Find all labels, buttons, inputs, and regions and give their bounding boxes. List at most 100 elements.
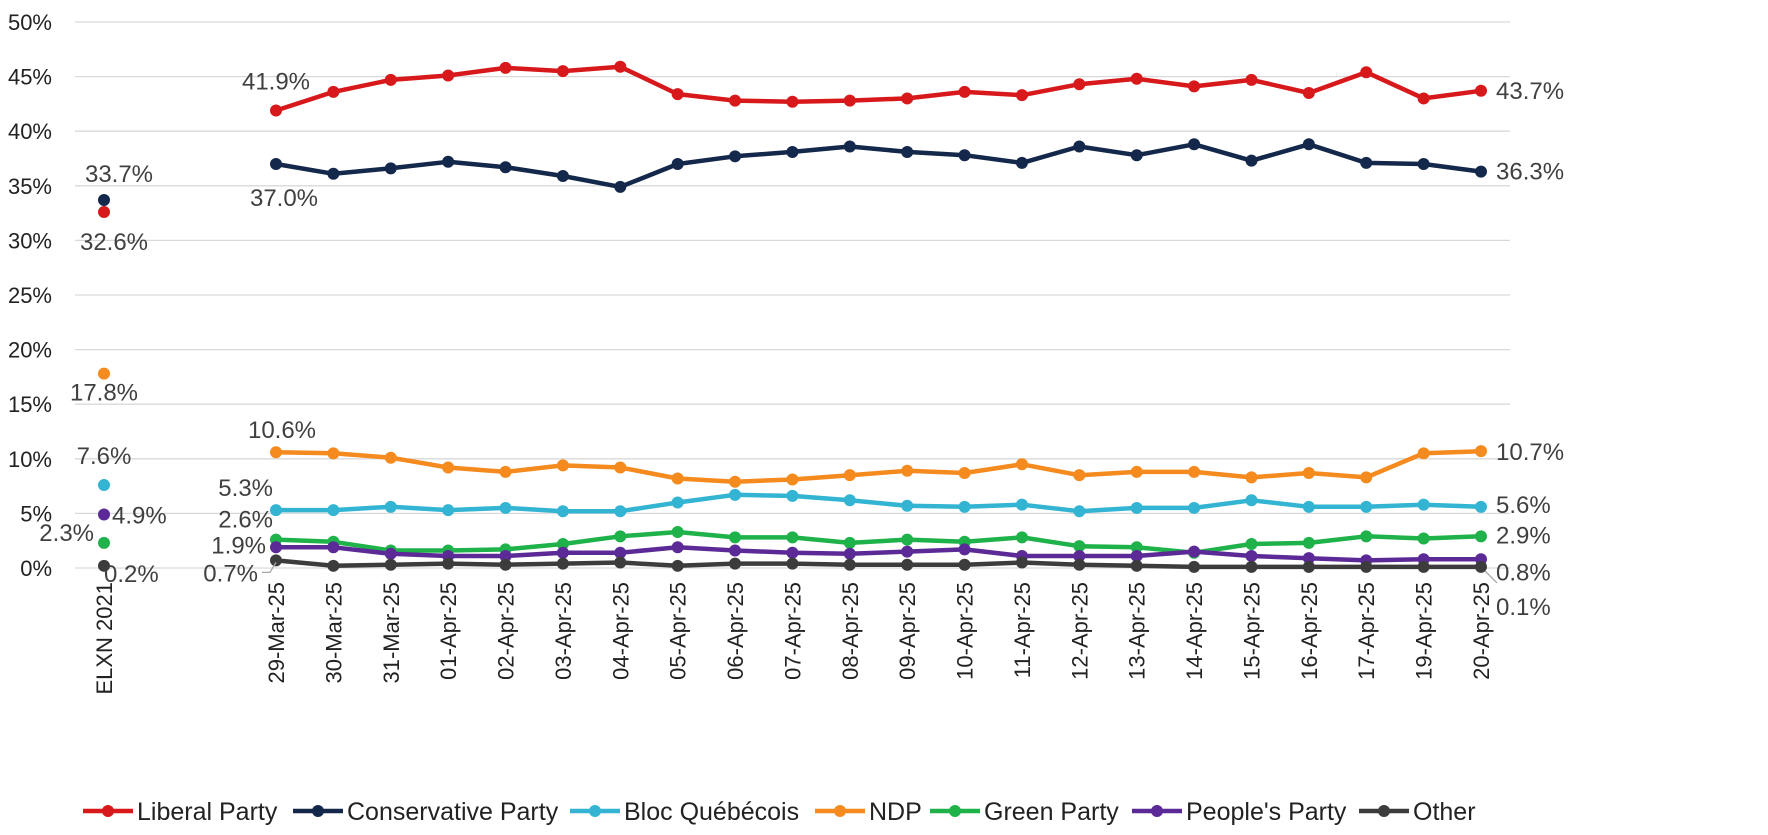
data-point bbox=[1475, 560, 1487, 573]
x-tick-label: 05-Apr-25 bbox=[666, 582, 691, 680]
y-tick-label: 35% bbox=[8, 174, 52, 199]
data-point bbox=[442, 557, 455, 570]
baseline-point bbox=[98, 367, 110, 380]
last-value-label: 36.3% bbox=[1496, 159, 1564, 186]
data-point bbox=[843, 494, 856, 507]
data-point bbox=[786, 473, 799, 486]
data-point bbox=[671, 157, 684, 170]
x-tick-label: 04-Apr-25 bbox=[608, 582, 633, 680]
legend-item: Other bbox=[1359, 798, 1476, 826]
data-point bbox=[270, 446, 282, 459]
data-point bbox=[556, 169, 569, 182]
first-value-label: 37.0% bbox=[250, 185, 318, 212]
y-tick-label: 15% bbox=[8, 392, 52, 417]
y-tick-label: 30% bbox=[8, 228, 52, 253]
legend-swatch-marker bbox=[589, 805, 601, 817]
data-point bbox=[270, 504, 282, 517]
data-point bbox=[556, 505, 569, 518]
x-tick-label: 17-Apr-25 bbox=[1354, 582, 1379, 680]
data-point bbox=[1475, 84, 1487, 97]
data-point bbox=[958, 558, 971, 571]
legend-label: NDP bbox=[869, 798, 922, 826]
baseline-label: 32.6% bbox=[80, 229, 148, 256]
data-point bbox=[901, 533, 914, 546]
data-point bbox=[1188, 138, 1201, 151]
data-point bbox=[1245, 154, 1258, 167]
data-point bbox=[1302, 138, 1315, 151]
data-point bbox=[1475, 530, 1487, 543]
data-point bbox=[1073, 549, 1086, 562]
data-point bbox=[1015, 556, 1028, 569]
data-point bbox=[1417, 92, 1430, 105]
legend-label: Conservative Party bbox=[347, 798, 559, 826]
data-point bbox=[843, 140, 856, 153]
data-point bbox=[958, 149, 971, 162]
data-point bbox=[327, 559, 340, 572]
legend: Liberal Party Conservative Party Bloc Québ… bbox=[83, 798, 1476, 826]
y-tick-label: 40% bbox=[8, 119, 52, 144]
series-line bbox=[273, 558, 1484, 570]
data-point bbox=[384, 451, 397, 464]
x-tick-label: 20-Apr-25 bbox=[1469, 582, 1494, 680]
data-point bbox=[614, 546, 627, 559]
data-point bbox=[384, 162, 397, 175]
data-point bbox=[1302, 552, 1315, 565]
x-tick-label: 16-Apr-25 bbox=[1297, 582, 1322, 680]
legend-item: Conservative Party bbox=[293, 798, 559, 826]
data-point bbox=[1360, 66, 1373, 79]
data-point bbox=[556, 546, 569, 559]
data-point bbox=[843, 558, 856, 571]
data-point bbox=[442, 461, 455, 474]
data-point bbox=[1417, 447, 1430, 460]
series-line bbox=[273, 448, 1484, 484]
data-point bbox=[958, 466, 971, 479]
last-value-label: 2.9% bbox=[1496, 522, 1551, 549]
x-tick-label: 10-Apr-25 bbox=[953, 582, 978, 680]
data-point bbox=[270, 104, 282, 117]
y-tick-label: 0% bbox=[20, 556, 52, 581]
legend-swatch-marker bbox=[1378, 805, 1390, 817]
baseline-point bbox=[98, 536, 110, 549]
data-point bbox=[1245, 549, 1258, 562]
data-point bbox=[729, 557, 742, 570]
data-point bbox=[958, 85, 971, 98]
data-point bbox=[1302, 536, 1315, 549]
data-point bbox=[901, 545, 914, 558]
data-point bbox=[901, 464, 914, 477]
data-point bbox=[958, 500, 971, 513]
data-point bbox=[327, 167, 340, 180]
data-point bbox=[1073, 469, 1086, 482]
legend-item: Liberal Party bbox=[83, 798, 278, 826]
data-point bbox=[729, 475, 742, 488]
data-point bbox=[384, 73, 397, 86]
data-point bbox=[1188, 80, 1201, 93]
data-point bbox=[901, 92, 914, 105]
data-point bbox=[729, 531, 742, 544]
data-point bbox=[556, 459, 569, 472]
x-tick-label: 15-Apr-25 bbox=[1239, 582, 1264, 680]
data-point bbox=[671, 541, 684, 554]
data-point bbox=[1130, 465, 1143, 478]
data-point bbox=[671, 559, 684, 572]
data-point bbox=[270, 541, 282, 554]
data-labels: 32.6% 33.7% 7.6% 17.8% 2.3% 4.9% 0.2% 41.9% 43.7… bbox=[39, 68, 1564, 620]
baseline-label: 17.8% bbox=[70, 380, 138, 407]
last-value-label: 0.8% bbox=[1496, 559, 1551, 586]
y-tick-label: 45% bbox=[8, 65, 52, 90]
data-point bbox=[1015, 89, 1028, 102]
data-point bbox=[671, 88, 684, 101]
data-point bbox=[1417, 532, 1430, 545]
x-tick-label: 12-Apr-25 bbox=[1067, 582, 1092, 680]
data-point bbox=[1073, 140, 1086, 153]
data-point bbox=[843, 94, 856, 107]
baseline-point bbox=[98, 508, 110, 521]
series-line bbox=[273, 492, 1484, 514]
data-point bbox=[499, 61, 512, 74]
data-point bbox=[614, 180, 627, 193]
x-tick-label: 08-Apr-25 bbox=[838, 582, 863, 680]
data-point bbox=[1073, 78, 1086, 91]
baseline-point bbox=[98, 479, 110, 492]
baseline-label: 7.6% bbox=[77, 443, 132, 470]
data-point bbox=[270, 554, 282, 567]
data-point bbox=[1245, 73, 1258, 86]
